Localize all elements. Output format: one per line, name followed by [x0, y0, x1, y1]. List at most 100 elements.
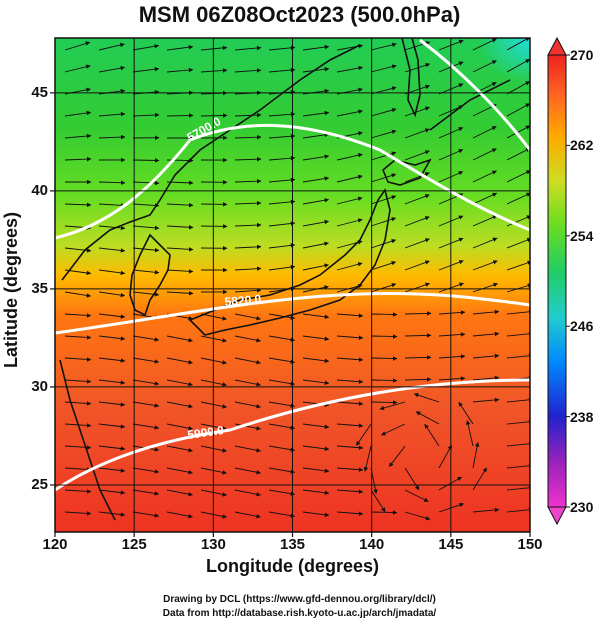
- contour-5900: [55, 378, 530, 492]
- streamline-arrow: [132, 423, 160, 430]
- streamline-arrow: [472, 467, 487, 491]
- streamline-arrow: [268, 45, 296, 51]
- streamline-arrow: [166, 401, 193, 409]
- streamline-arrow: [166, 445, 193, 453]
- streamline-arrow: [64, 379, 92, 384]
- streamline-arrow: [506, 441, 530, 447]
- streamline-arrow: [268, 67, 296, 73]
- streamline-arrow: [132, 66, 160, 73]
- x-tick-label: 120: [42, 536, 68, 553]
- streamline-arrow: [234, 200, 262, 206]
- streamline-arrow: [506, 192, 530, 205]
- streamline-arrow: [268, 467, 296, 474]
- streamline-arrow: [336, 196, 363, 205]
- streamline-arrow: [472, 353, 500, 359]
- streamline-arrow: [302, 44, 330, 51]
- x-axis-label: Longitude (degrees): [205, 556, 379, 576]
- contour-5820: [55, 291, 530, 335]
- streamline-arrow: [506, 81, 530, 95]
- streamline-arrow: [336, 357, 364, 362]
- streamline-arrow: [370, 173, 397, 183]
- streamline-arrow: [404, 106, 430, 117]
- streamline-arrow: [370, 108, 397, 117]
- streamline-arrow: [268, 489, 296, 496]
- streamline-arrow: [302, 263, 329, 271]
- streamline-arrow: [98, 225, 126, 231]
- streamline-arrow: [234, 335, 261, 343]
- streamline-arrow: [472, 260, 498, 271]
- streamline-arrow: [472, 60, 497, 73]
- credit-data: Data from http://database.rish.kyoto-u.a…: [162, 608, 437, 619]
- x-tick-label: 140: [359, 536, 385, 553]
- streamline-arrow: [268, 111, 296, 117]
- streamline-arrow: [302, 313, 330, 320]
- streamline-arrow: [166, 379, 193, 387]
- streamline-arrow: [506, 331, 530, 337]
- streamline-arrow: [64, 133, 92, 139]
- streamline-arrow: [98, 65, 126, 73]
- streamline-arrow: [404, 467, 420, 491]
- streamline-arrow: [132, 401, 160, 408]
- streamline-arrow: [166, 269, 194, 274]
- streamline-arrow: [268, 133, 296, 139]
- streamline-arrow: [404, 355, 432, 360]
- streamline-arrow: [506, 283, 530, 293]
- colorbar-tick-label: 254: [570, 227, 594, 244]
- streamline-arrow: [404, 489, 429, 502]
- gridlines: [55, 38, 530, 532]
- streamline-arrow: [472, 126, 497, 139]
- streamline-arrow: [336, 218, 363, 227]
- streamline-arrow: [404, 194, 430, 205]
- y-tick-label: 40: [31, 181, 48, 199]
- tick-marks: [50, 92, 531, 537]
- streamline-arrow: [415, 411, 440, 425]
- streamline-arrow: [506, 260, 530, 271]
- streamline-arrow: [302, 198, 330, 205]
- streamline-arrow: [64, 202, 92, 208]
- streamline-arrow: [234, 401, 261, 409]
- streamline-arrow: [356, 423, 372, 446]
- streamline-arrow: [64, 110, 92, 117]
- streamline-arrow: [268, 511, 296, 518]
- streamline-arrow: [404, 63, 431, 73]
- colorbar-tick-label: 262: [570, 137, 594, 154]
- streamline-arrow: [472, 282, 499, 293]
- streamline-arrow: [404, 216, 430, 227]
- streamline-arrow: [302, 176, 330, 183]
- streamline-arrow: [64, 511, 92, 516]
- contour-5700: [55, 123, 530, 240]
- streamline-arrow: [438, 332, 466, 337]
- streamline-arrow: [268, 313, 296, 320]
- streamline-arrow: [336, 489, 364, 494]
- x-tick-label: 150: [517, 536, 543, 553]
- streamline-arrow: [370, 283, 397, 293]
- streamline-arrow: [64, 247, 92, 253]
- streamline-arrow: [268, 177, 296, 183]
- streamline-arrow: [268, 445, 296, 452]
- streamline-arrow: [370, 334, 398, 339]
- streamline-arrow: [370, 195, 397, 205]
- streamline-arrow: [404, 238, 430, 249]
- streamline-arrow: [200, 68, 228, 73]
- streamline-arrow: [370, 129, 397, 139]
- streamline-arrow: [98, 269, 126, 276]
- streamline-arrow: [234, 445, 261, 453]
- streamline-arrow: [370, 42, 397, 51]
- streamline-arrow: [336, 401, 364, 406]
- streamline-arrow: [166, 467, 193, 475]
- streamline-arrow: [234, 156, 262, 162]
- colorbar-tick-label: 230: [570, 499, 594, 515]
- streamline-arrow: [98, 467, 126, 473]
- streamline-arrow: [98, 134, 126, 140]
- streamline-arrow: [438, 310, 466, 315]
- streamline-arrow: [506, 59, 530, 73]
- streamline-arrow: [472, 192, 498, 205]
- colorbar-tick-label: 270: [570, 47, 594, 63]
- streamline-arrow: [404, 172, 430, 183]
- credit-drawing: Drawing by DCL (https://www.gfd-dennou.o…: [163, 594, 436, 605]
- streamline-arrow: [438, 476, 462, 491]
- streamline-arrow: [472, 148, 497, 161]
- streamline-arrow: [336, 313, 364, 318]
- streamline-arrow: [388, 445, 406, 468]
- streamline-arrow: [98, 401, 126, 407]
